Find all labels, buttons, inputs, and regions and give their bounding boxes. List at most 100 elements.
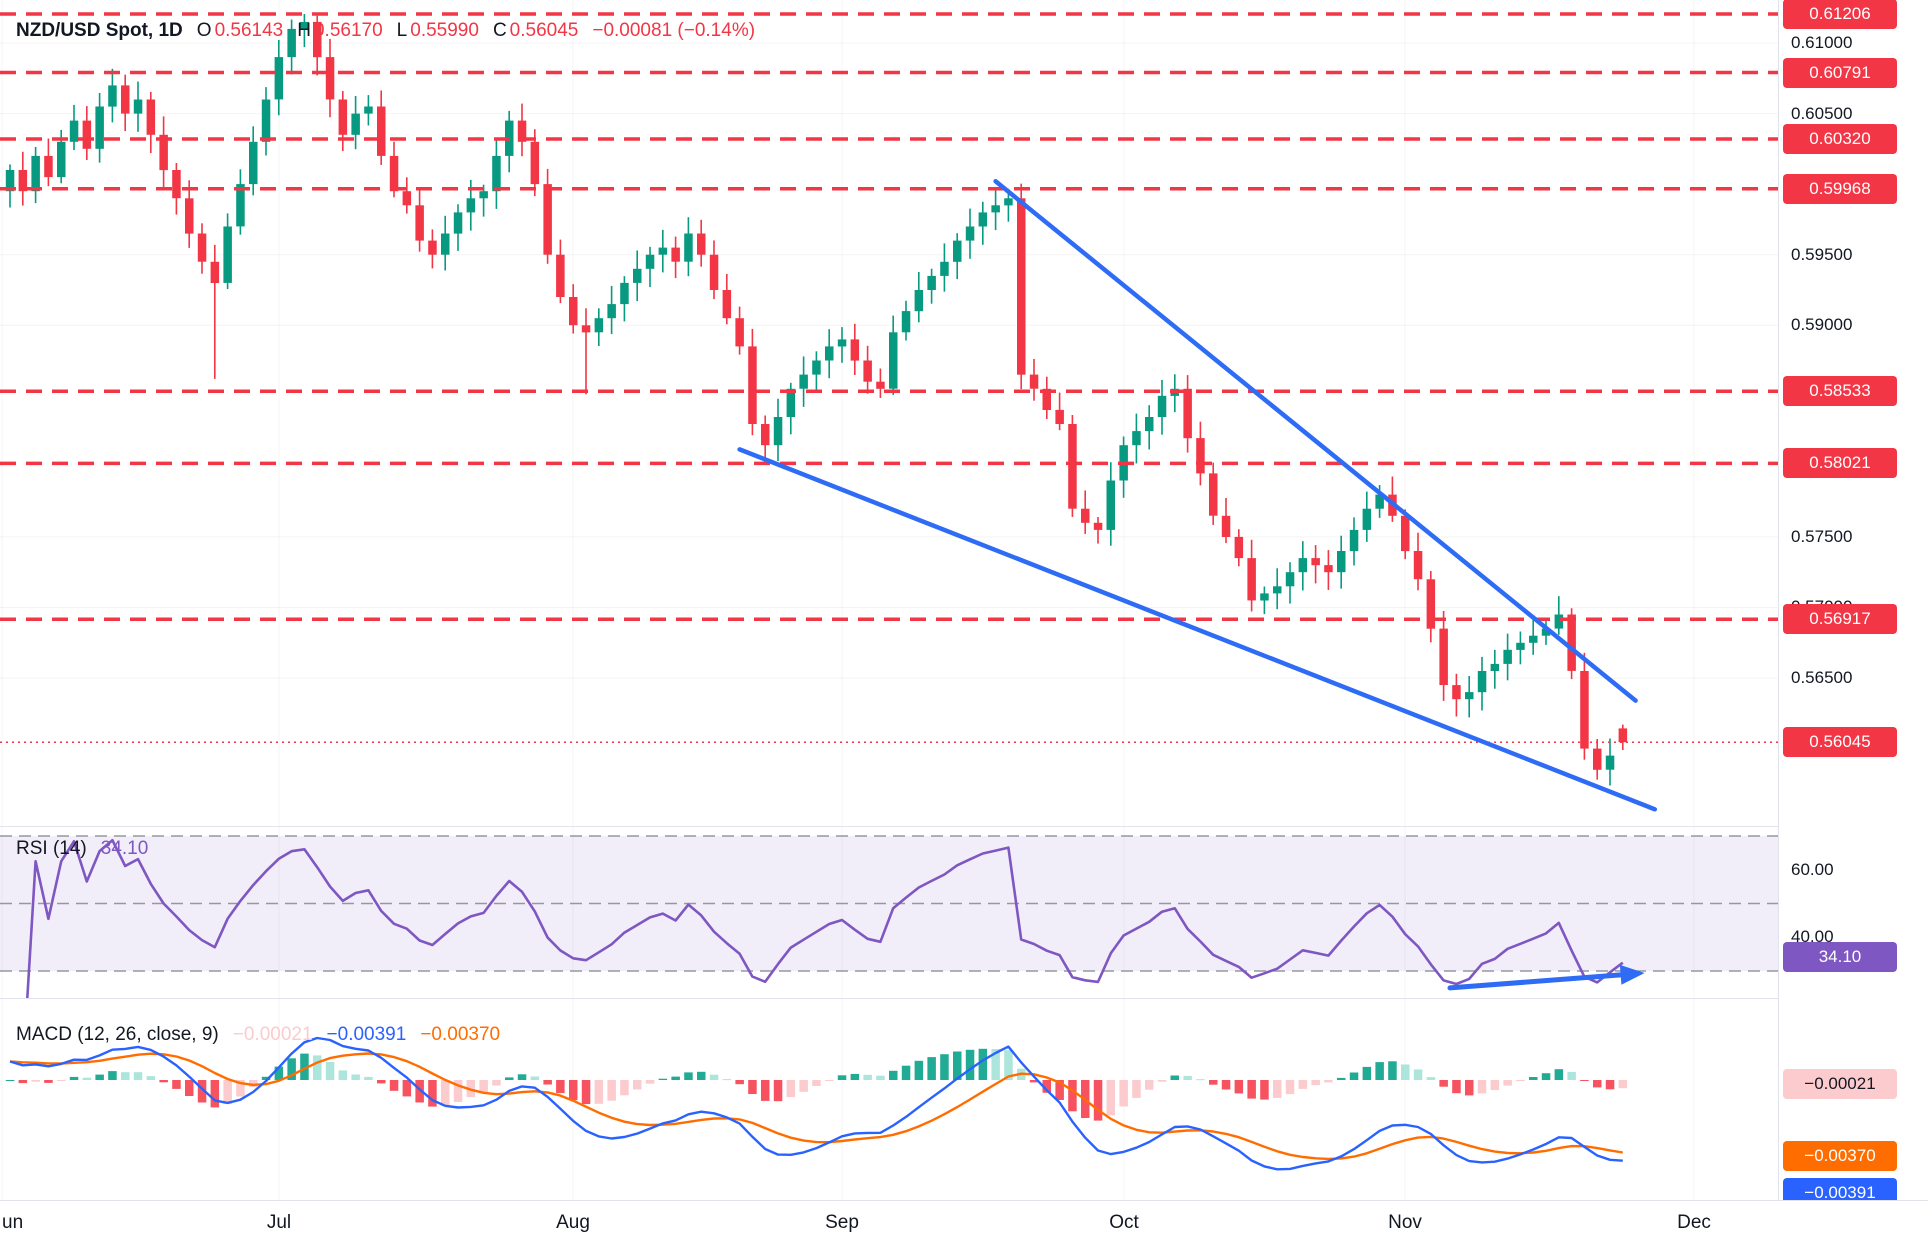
macd-histogram-bar bbox=[1580, 1080, 1589, 1081]
candle-body bbox=[1017, 198, 1026, 375]
candle-body bbox=[492, 155, 501, 192]
candle-body bbox=[1490, 663, 1500, 671]
macd-histogram-bar bbox=[236, 1080, 245, 1097]
candle-body bbox=[684, 233, 693, 262]
candle-body bbox=[108, 85, 117, 107]
price-level-badge: 0.61206 bbox=[1783, 0, 1897, 29]
candle-body bbox=[1580, 671, 1589, 749]
time-axis-label: Sep bbox=[825, 1212, 859, 1233]
macd-histogram-bar bbox=[761, 1080, 770, 1101]
macd-histogram-bar bbox=[1605, 1080, 1615, 1090]
macd-histogram-bar bbox=[850, 1073, 860, 1080]
macd-histogram-bar bbox=[965, 1049, 975, 1080]
candle-body bbox=[57, 141, 66, 178]
macd-histogram-bar bbox=[697, 1071, 706, 1080]
candle-body bbox=[901, 311, 911, 333]
time-axis[interactable]: un Jul Aug Sep Oct Nov Dec bbox=[0, 1200, 1928, 1246]
rsi-value: 34.10 bbox=[100, 838, 149, 859]
price-level-badge: 0.58021 bbox=[1783, 448, 1897, 479]
candle-body bbox=[761, 424, 770, 446]
macd-histogram-bar bbox=[1055, 1080, 1064, 1100]
candle-body bbox=[914, 290, 924, 312]
macd-histogram-bar bbox=[1413, 1069, 1423, 1080]
macd-histogram-bar bbox=[1285, 1080, 1295, 1095]
candle-body bbox=[1452, 685, 1461, 700]
macd-histogram-bar bbox=[1593, 1080, 1602, 1088]
macd-histogram-bar bbox=[133, 1072, 143, 1080]
macd-histogram-bar bbox=[453, 1080, 463, 1102]
candle-body bbox=[364, 106, 373, 114]
macd-histogram-bar bbox=[876, 1075, 885, 1080]
macd-histogram-bar bbox=[146, 1076, 156, 1080]
candle-body bbox=[1145, 417, 1154, 432]
candle-body bbox=[133, 99, 143, 114]
macd-histogram-bar bbox=[914, 1060, 924, 1080]
candle-body bbox=[658, 247, 668, 255]
macd-histogram-bar bbox=[645, 1080, 655, 1084]
price-tick-label: 0.57500 bbox=[1791, 526, 1853, 546]
candle-body bbox=[1401, 515, 1410, 552]
trendline[interactable] bbox=[993, 179, 1638, 703]
macd-histogram-bar bbox=[325, 1061, 335, 1080]
macd-histogram-bar bbox=[633, 1080, 642, 1090]
price-tick-label: 0.60500 bbox=[1791, 103, 1853, 123]
macd-histogram-bar bbox=[607, 1080, 616, 1101]
candle-body bbox=[773, 417, 783, 446]
candle-body bbox=[185, 198, 194, 234]
macd-histogram-bar bbox=[581, 1080, 591, 1105]
macd-histogram-bar bbox=[1452, 1080, 1461, 1094]
open-label: O bbox=[196, 20, 212, 41]
macd-histogram-bar bbox=[338, 1070, 348, 1080]
price-tick-label: 0.61000 bbox=[1791, 33, 1853, 53]
macd-histogram-bar bbox=[1132, 1080, 1141, 1098]
macd-pane bbox=[5, 1036, 1628, 1171]
macd-histogram-bar bbox=[825, 1080, 834, 1081]
candle-body bbox=[1593, 748, 1602, 770]
candle-body bbox=[735, 318, 744, 347]
macd-histogram-bar bbox=[530, 1076, 540, 1080]
macd-histogram-bar bbox=[1490, 1080, 1500, 1091]
ohlc-high: H 0.56170 bbox=[297, 20, 382, 42]
candle-body bbox=[876, 381, 885, 389]
candle-body bbox=[351, 113, 360, 135]
macd-histogram-bar bbox=[543, 1080, 552, 1085]
candle-body bbox=[620, 282, 629, 305]
candle-body bbox=[965, 226, 975, 241]
candle-body bbox=[197, 233, 207, 262]
candle-body bbox=[95, 106, 104, 149]
candle-body bbox=[1004, 198, 1013, 206]
candle-body bbox=[1516, 642, 1525, 650]
rsi-arrow-head[interactable] bbox=[1619, 964, 1645, 985]
candle-body bbox=[377, 106, 386, 156]
candle-body bbox=[1055, 409, 1064, 424]
high-value: 0.56170 bbox=[313, 20, 383, 41]
rsi-arrow-shaft[interactable] bbox=[1447, 972, 1624, 991]
candle-body bbox=[453, 212, 463, 234]
candle-body bbox=[1567, 614, 1576, 671]
candle-body bbox=[1209, 473, 1218, 516]
trendline[interactable] bbox=[737, 447, 1658, 812]
candle-body bbox=[1234, 536, 1244, 559]
candle-body bbox=[581, 325, 591, 333]
macd-histogram-bar bbox=[185, 1080, 194, 1096]
candle-body bbox=[889, 332, 898, 389]
grid bbox=[0, 0, 1778, 1200]
time-axis-label: un bbox=[2, 1212, 24, 1233]
macd-histogram-bar bbox=[1209, 1080, 1218, 1085]
candles bbox=[5, 14, 1628, 786]
high-label: H bbox=[297, 20, 311, 41]
price-axis[interactable]: 0.610000.605000.595000.590000.575000.570… bbox=[1778, 0, 1928, 1208]
macd-line-value: −0.00391 bbox=[326, 1024, 407, 1045]
macd-histogram-bar bbox=[479, 1080, 488, 1093]
candle-body bbox=[325, 57, 335, 100]
candle-body bbox=[402, 191, 412, 206]
macd-histogram-bar bbox=[1349, 1072, 1359, 1080]
macd-histogram-bar bbox=[121, 1072, 130, 1080]
candle-body bbox=[223, 226, 232, 283]
macd-histogram-bar bbox=[1503, 1080, 1512, 1086]
macd-histogram-bar bbox=[991, 1049, 1000, 1080]
macd-histogram-bar bbox=[1234, 1080, 1244, 1094]
close-value: 0.56045 bbox=[509, 20, 579, 41]
chart-canvas[interactable] bbox=[0, 0, 1778, 1200]
